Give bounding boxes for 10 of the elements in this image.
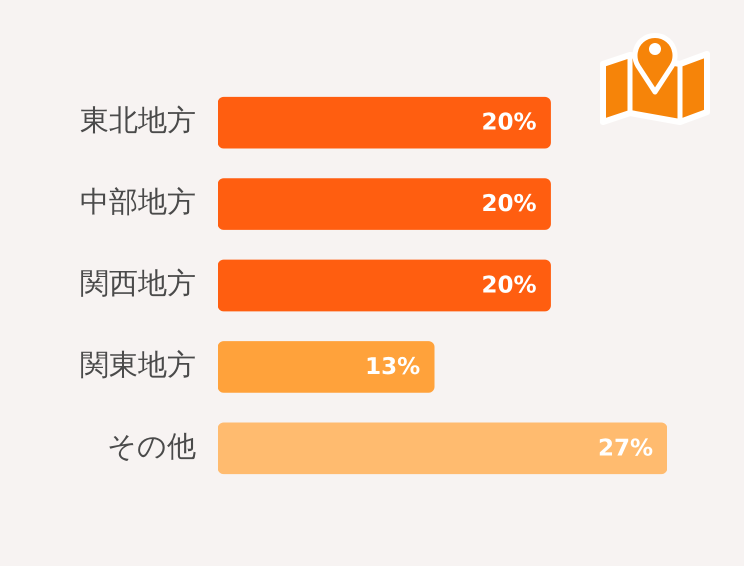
data-label: 20% (482, 110, 537, 136)
data-label: 20% (482, 272, 537, 298)
data-label: 27% (598, 435, 653, 462)
data-label: 20% (482, 191, 537, 218)
y-tick-label: 中部地方 (80, 184, 196, 219)
data-label: 13% (365, 354, 420, 380)
y-tick-label: 関西地方 (80, 266, 196, 300)
y-tick-label: その他 (107, 428, 196, 463)
y-tick-label: 東北地方 (80, 103, 196, 138)
y-tick-label: 関東地方 (80, 347, 196, 382)
